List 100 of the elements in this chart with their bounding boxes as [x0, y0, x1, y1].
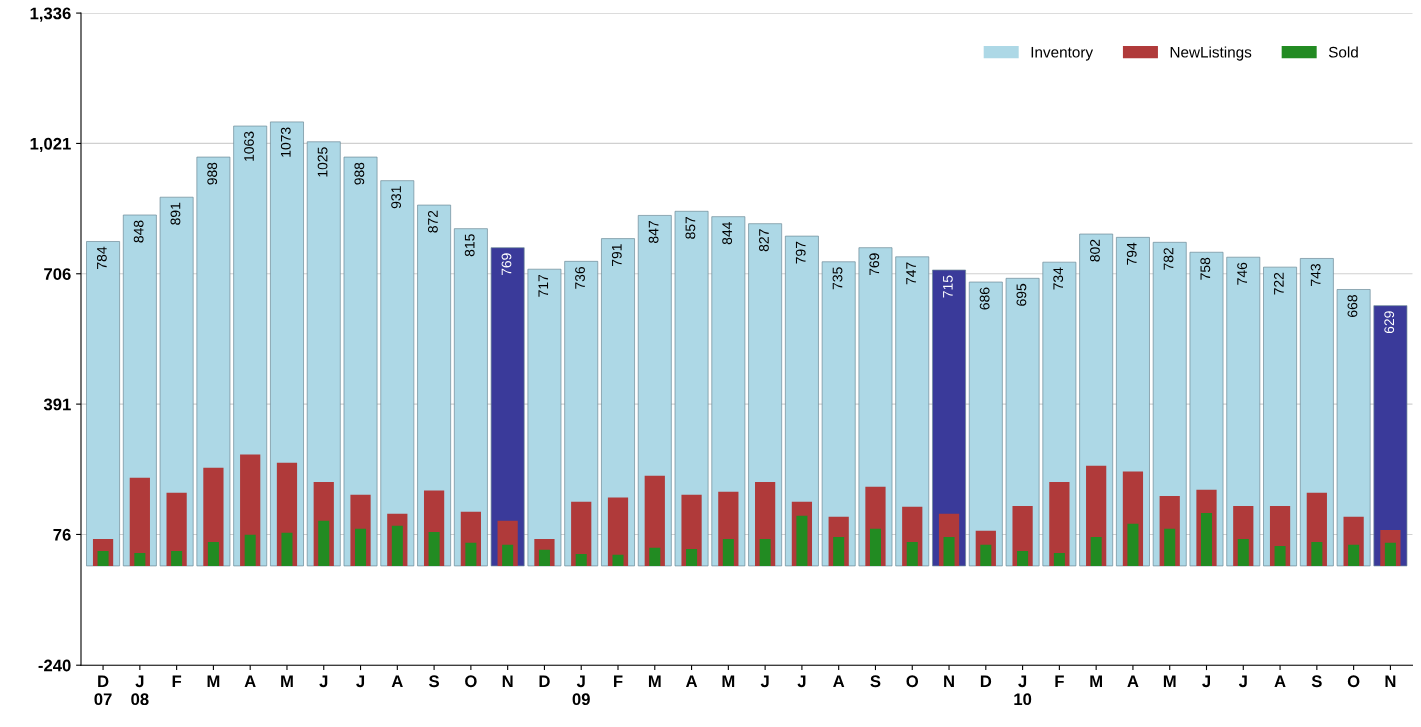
bar — [612, 554, 624, 566]
bar — [453, 228, 488, 567]
x-tick-label: J 08 — [131, 675, 149, 706]
bar — [207, 541, 219, 566]
x-tick-label: N — [944, 675, 954, 688]
x-tick-label: M — [281, 675, 293, 688]
bar — [490, 247, 525, 567]
data-label: 891 — [170, 202, 181, 225]
x-tick-label: J — [356, 675, 365, 688]
bar — [1127, 523, 1139, 566]
data-label: 1063 — [244, 131, 254, 161]
bar — [649, 547, 661, 566]
bar — [318, 520, 330, 566]
data-label: 847 — [648, 221, 659, 243]
bar — [502, 544, 514, 566]
bar — [538, 549, 550, 566]
data-label: 782 — [1163, 247, 1174, 270]
bar — [527, 268, 562, 567]
data-label: 791 — [611, 244, 622, 267]
x-tick-label: A — [685, 675, 698, 688]
x-tick-label: N — [502, 675, 513, 688]
bar — [129, 477, 150, 566]
bar — [1090, 536, 1102, 566]
data-label: 827 — [759, 229, 769, 252]
data-label: 794 — [1126, 242, 1137, 265]
data-label: 1073 — [280, 127, 291, 157]
bar — [759, 539, 771, 566]
bar — [380, 180, 415, 567]
data-label: 743 — [1310, 264, 1321, 286]
bar — [134, 553, 146, 566]
bar — [1200, 512, 1213, 566]
data-label: 758 — [1200, 257, 1211, 280]
legend-label: Inventory — [1031, 46, 1094, 61]
y-tick-label: 391 — [43, 398, 71, 411]
x-tick-label: O — [1347, 675, 1360, 688]
data-label: 769 — [869, 253, 880, 276]
bar — [391, 525, 403, 566]
x-tick-label: D — [539, 675, 550, 688]
x-tick-label: J 10 — [1014, 675, 1032, 706]
x-tick-label: D 07 — [94, 675, 112, 706]
data-label: 802 — [1090, 239, 1100, 262]
x-tick-label: F — [614, 675, 623, 688]
x-tick-label: O — [465, 675, 477, 688]
x-tick-label: J — [797, 675, 806, 688]
data-label: 797 — [795, 241, 806, 264]
bar — [980, 544, 992, 566]
y-tick-label: -240 — [38, 659, 71, 672]
data-label: 736 — [575, 266, 585, 289]
data-label: 715 — [943, 275, 953, 298]
x-tick-label: J — [1238, 675, 1247, 688]
legend-label: NewListings — [1170, 46, 1252, 61]
bar — [571, 501, 592, 566]
y-tick-label: 76 — [53, 528, 71, 541]
data-label: 988 — [354, 162, 365, 185]
bar — [1373, 305, 1408, 567]
bar — [821, 261, 856, 567]
x-tick-label: A — [391, 675, 403, 688]
bar — [686, 548, 698, 566]
x-tick-label: M — [648, 675, 661, 688]
data-label: 717 — [538, 274, 549, 297]
bar — [869, 528, 881, 566]
data-label: 629 — [1384, 311, 1395, 334]
x-tick-label: J — [760, 675, 769, 688]
x-tick-label: A — [1127, 675, 1139, 688]
x-tick-label: S — [429, 675, 439, 688]
bar — [1237, 539, 1249, 566]
x-tick-label: J — [319, 675, 328, 688]
bar — [906, 541, 918, 566]
data-label: 734 — [1053, 267, 1064, 290]
bar — [1384, 542, 1396, 566]
bar — [171, 551, 183, 566]
data-label: 735 — [832, 267, 843, 290]
x-tick-label: O — [906, 675, 919, 688]
bar — [575, 553, 587, 566]
bar — [722, 539, 734, 566]
bar — [244, 534, 256, 566]
bar — [1348, 544, 1360, 566]
y-tick-label: 706 — [44, 268, 71, 280]
data-label: 769 — [501, 253, 512, 276]
x-tick-label: A — [244, 675, 256, 688]
x-tick-label: F — [172, 675, 182, 688]
x-tick-label: M — [722, 675, 735, 688]
bar — [1017, 551, 1029, 566]
data-label: 1025 — [317, 147, 328, 177]
x-tick-label: J 09 — [572, 675, 590, 706]
data-label: 848 — [133, 220, 144, 243]
bar — [833, 536, 845, 566]
bar — [428, 531, 440, 566]
data-label: 695 — [1016, 283, 1027, 306]
bar — [796, 515, 808, 566]
data-label: 815 — [464, 234, 475, 257]
bar — [465, 542, 477, 566]
data-label: 988 — [207, 162, 218, 185]
x-tick-label: M — [1163, 675, 1176, 688]
data-label: 686 — [979, 287, 990, 310]
data-label: 872 — [427, 210, 438, 233]
bar — [607, 497, 629, 566]
bar — [1164, 528, 1176, 566]
legend-label: Sold — [1328, 46, 1358, 58]
bar — [97, 551, 109, 566]
